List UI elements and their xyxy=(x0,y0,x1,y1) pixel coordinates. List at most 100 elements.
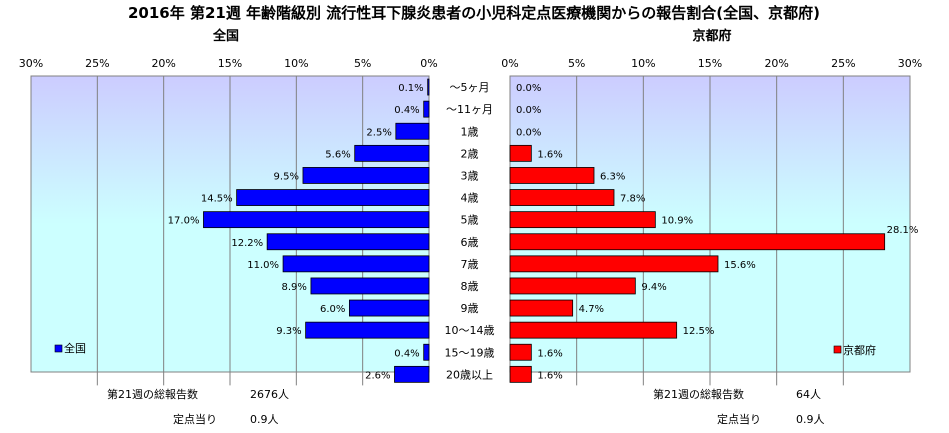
chart-title: 2016年 第21週 年齢階級別 流行性耳下腺炎患者の小児科定点医療機関からの報… xyxy=(128,4,820,22)
right-bar xyxy=(509,365,532,383)
left-bar xyxy=(302,167,430,184)
left-bar xyxy=(236,189,430,206)
left-legend: 全国 xyxy=(54,341,86,355)
age-category-label: ～5ヶ月 xyxy=(450,81,490,94)
right-tick-label: 0% xyxy=(501,57,518,70)
left-bar xyxy=(394,365,430,383)
age-category-label: 9歳 xyxy=(461,302,479,315)
age-category-label: 15～19歳 xyxy=(445,346,495,359)
right-panel-title: 京都府 xyxy=(692,28,731,44)
left-tick-label: 5% xyxy=(354,57,371,70)
right-data-label: 0.0% xyxy=(516,83,541,94)
right-legend-swatch xyxy=(833,345,842,354)
right-data-label: 0.0% xyxy=(516,127,541,138)
left-bar xyxy=(203,211,430,229)
right-tick-label: 30% xyxy=(898,57,922,70)
left-tick-label: 30% xyxy=(19,57,43,70)
left-total-value: 2676人 xyxy=(250,388,289,401)
left-per-label: 定点当り xyxy=(173,412,217,426)
left-bar xyxy=(427,78,430,96)
age-category-label: 5歳 xyxy=(461,214,479,227)
left-data-label: 2.5% xyxy=(366,127,391,138)
right-bar xyxy=(509,211,656,229)
age-category-label: 10～14歳 xyxy=(445,324,495,337)
right-per-value: 0.9人 xyxy=(796,413,825,426)
left-bars: 0.1%0.4%2.5%5.6%9.5%14.5%17.0%12.2%11.0%… xyxy=(168,78,430,383)
left-data-label: 8.9% xyxy=(282,282,307,293)
left-legend-swatch xyxy=(54,344,63,353)
right-data-label: 7.8% xyxy=(620,194,645,205)
right-bar xyxy=(509,343,532,361)
age-category-label: 4歳 xyxy=(461,192,479,205)
right-data-label: 10.9% xyxy=(661,216,693,227)
left-bar xyxy=(395,122,430,140)
right-per-label: 定点当り xyxy=(717,412,761,426)
left-panel-title: 全国 xyxy=(212,28,239,44)
right-legend: 京都府 xyxy=(833,343,876,357)
left-per-value: 0.9人 xyxy=(250,413,279,426)
right-data-label: 1.6% xyxy=(537,149,562,160)
left-bar xyxy=(310,277,430,295)
right-data-label: 0.0% xyxy=(516,105,541,116)
age-category-label: 6歳 xyxy=(461,236,479,249)
right-data-label: 1.6% xyxy=(537,348,562,359)
right-data-label: 4.7% xyxy=(579,304,604,315)
right-bar xyxy=(509,299,574,317)
left-legend-label: 全国 xyxy=(64,341,86,355)
right-bar xyxy=(509,233,886,251)
left-tick-label: 10% xyxy=(284,57,308,70)
left-tick-label: 0% xyxy=(420,57,437,70)
left-bar xyxy=(423,343,430,361)
left-gridlines xyxy=(96,76,364,386)
left-data-label: 0.4% xyxy=(394,348,419,359)
right-legend-label: 京都府 xyxy=(843,343,876,357)
left-tick-label: 15% xyxy=(218,57,242,70)
left-tick-label: 25% xyxy=(85,57,109,70)
left-data-label: 0.4% xyxy=(394,105,419,116)
left-data-label: 17.0% xyxy=(168,216,200,227)
right-total-label: 第21週の総報告数 xyxy=(653,387,744,401)
age-labels: ～5ヶ月 ～11ヶ月 1歳 2歳 3歳 4歳 5歳 6歳 7歳 8歳 9歳 10～14歳 15～19歳 2… xyxy=(445,81,495,381)
left-tick-label: 20% xyxy=(151,57,175,70)
age-category-label: 7歳 xyxy=(461,258,479,271)
right-axis-ticks: 0% 5% 10% 15% 20% 25% 30% xyxy=(501,57,922,70)
left-data-label: 14.5% xyxy=(201,194,233,205)
right-bar xyxy=(509,144,532,162)
right-tick-label: 25% xyxy=(831,57,855,70)
left-total-label: 第21週の総報告数 xyxy=(107,387,198,401)
age-category-label: 2歳 xyxy=(461,147,479,160)
right-data-label: 15.6% xyxy=(724,260,756,271)
right-tick-label: 5% xyxy=(568,57,585,70)
right-data-label: 9.4% xyxy=(641,282,666,293)
age-category-label: 3歳 xyxy=(461,169,479,182)
right-bars: 0.0% 0.0% 0.0% 1.6% 6.3% 7.8% 10.9% 28.1% 15.6% 9… xyxy=(509,83,919,383)
right-data-label: 6.3% xyxy=(600,171,625,182)
right-tick-label: 10% xyxy=(631,57,655,70)
left-data-label: 2.6% xyxy=(365,370,390,381)
right-data-label: 12.5% xyxy=(683,326,715,337)
left-axis-ticks: 0% 5% 10% 15% 20% 25% 30% xyxy=(19,57,438,70)
age-category-label: 1歳 xyxy=(461,125,479,138)
right-tick-label: 20% xyxy=(764,57,788,70)
left-bar xyxy=(348,299,430,317)
age-category-label: 20歳以上 xyxy=(446,368,493,381)
right-total-value: 64人 xyxy=(796,388,821,401)
right-bar xyxy=(509,277,636,295)
left-data-label: 0.1% xyxy=(398,83,423,94)
right-bar xyxy=(509,167,595,184)
left-data-label: 9.5% xyxy=(274,171,299,182)
left-data-label: 5.6% xyxy=(325,149,350,160)
left-bar xyxy=(423,100,430,118)
left-data-label: 9.3% xyxy=(276,326,301,337)
left-bar xyxy=(282,255,430,273)
left-bar xyxy=(354,144,430,162)
right-data-label: 28.1% xyxy=(887,225,919,236)
right-bar xyxy=(509,189,615,206)
left-bar xyxy=(266,233,430,251)
left-data-label: 11.0% xyxy=(247,260,279,271)
left-data-label: 12.2% xyxy=(231,238,263,249)
right-data-label: 1.6% xyxy=(537,370,562,381)
left-data-label: 6.0% xyxy=(320,304,345,315)
right-bar xyxy=(509,321,678,339)
